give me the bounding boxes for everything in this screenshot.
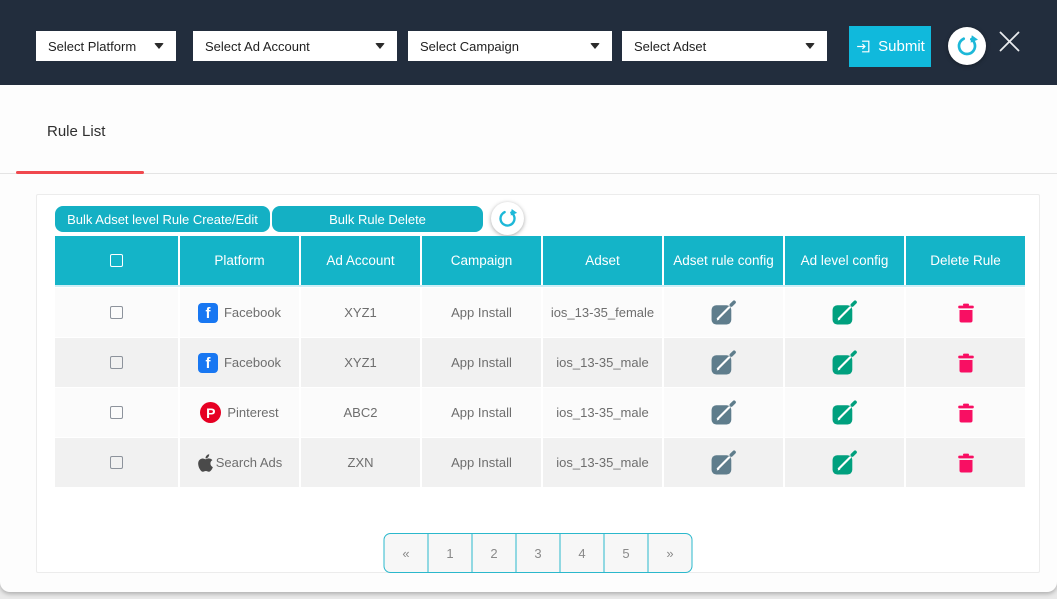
header-select-all: [55, 236, 178, 285]
active-tab-underline: [16, 171, 144, 174]
adset-rule-config-button[interactable]: [710, 399, 737, 426]
delete-rule-button[interactable]: [954, 351, 978, 375]
campaign-cell: App Install: [422, 388, 541, 437]
adset-rule-config-button[interactable]: [710, 349, 737, 376]
bulk-adset-rule-create-edit-button[interactable]: Bulk Adset level Rule Create/Edit: [55, 206, 270, 232]
adset-select[interactable]: Select Adset: [622, 31, 827, 61]
adset-rule-config-button[interactable]: [710, 299, 737, 326]
submit-button[interactable]: Submit: [849, 26, 931, 67]
table-header-row: Platform Ad Account Campaign Adset Adset…: [55, 236, 1025, 287]
submit-button-label: Submit: [878, 38, 925, 55]
campaign-cell: App Install: [422, 288, 541, 337]
ad-account-cell: XYZ1: [301, 288, 420, 337]
pagination-page-2[interactable]: 2: [472, 534, 516, 572]
header-ad-level-config: Ad level config: [785, 236, 904, 285]
select-row-checkbox[interactable]: [110, 406, 123, 419]
ad-account-cell: ABC2: [301, 388, 420, 437]
apple-icon: [197, 453, 214, 473]
chevron-down-icon: [805, 43, 815, 49]
ad-account-select[interactable]: Select Ad Account: [193, 31, 397, 61]
chevron-down-icon: [154, 43, 164, 49]
platform-cell: Search Ads: [180, 438, 299, 487]
pagination: « 1 2 3 4 5 »: [383, 533, 693, 573]
pagination-page-5[interactable]: 5: [604, 534, 648, 572]
filter-navbar: Select Platform Select Ad Account Select…: [0, 0, 1057, 85]
platform-select-label: Select Platform: [48, 38, 137, 54]
table-row: P Pinterest ABC2 App Install ios_13-35_m…: [55, 388, 1025, 437]
table-row: Search Ads ZXN App Install ios_13-35_mal…: [55, 438, 1025, 487]
rule-list-panel: Bulk Adset level Rule Create/Edit Bulk R…: [36, 194, 1040, 573]
header-delete-rule: Delete Rule: [906, 236, 1025, 285]
platform-cell: f Facebook: [180, 338, 299, 387]
platform-cell: P Pinterest: [180, 388, 299, 437]
platform-label: Search Ads: [215, 455, 283, 470]
pagination-page-4[interactable]: 4: [560, 534, 604, 572]
ad-account-cell: XYZ1: [301, 338, 420, 387]
campaign-cell: App Install: [422, 338, 541, 387]
adset-cell: ios_13-35_male: [543, 388, 662, 437]
select-all-checkbox[interactable]: [110, 254, 123, 267]
table-row: f Facebook XYZ1 App Install ios_13-35_ma…: [55, 338, 1025, 387]
login-icon: [855, 38, 872, 55]
header-adset: Adset: [543, 236, 662, 285]
campaign-cell: App Install: [422, 438, 541, 487]
ad-level-config-button[interactable]: [831, 299, 858, 326]
adset-cell: ios_13-35_female: [543, 288, 662, 337]
pinterest-icon: P: [200, 402, 222, 423]
refresh-button[interactable]: [948, 27, 986, 65]
chevron-down-icon: [590, 43, 600, 49]
ad-level-config-button[interactable]: [831, 399, 858, 426]
table-refresh-button[interactable]: [491, 202, 524, 235]
campaign-select-label: Select Campaign: [420, 38, 519, 54]
pagination-next[interactable]: »: [648, 534, 692, 572]
close-icon[interactable]: [996, 28, 1023, 55]
tab-bar: Rule List: [0, 85, 1057, 174]
pagination-page-1[interactable]: 1: [428, 534, 472, 572]
facebook-icon: f: [197, 352, 218, 373]
header-campaign: Campaign: [422, 236, 541, 285]
header-ad-account: Ad Account: [301, 236, 420, 285]
ad-level-config-button[interactable]: [831, 449, 858, 476]
facebook-icon: f: [197, 302, 218, 323]
platform-label: Facebook: [223, 305, 282, 320]
header-adset-rule-config: Adset rule config: [664, 236, 783, 285]
table-row: f Facebook XYZ1 App Install ios_13-35_fe…: [55, 288, 1025, 337]
adset-select-label: Select Adset: [634, 38, 707, 54]
adset-rule-config-button[interactable]: [710, 449, 737, 476]
delete-rule-button[interactable]: [954, 401, 978, 425]
tab-rule-list[interactable]: Rule List: [47, 123, 106, 140]
delete-rule-button[interactable]: [954, 301, 978, 325]
platform-select[interactable]: Select Platform: [36, 31, 176, 61]
pagination-page-3[interactable]: 3: [516, 534, 560, 572]
chevron-down-icon: [375, 43, 385, 49]
campaign-select[interactable]: Select Campaign: [408, 31, 612, 61]
ad-account-select-label: Select Ad Account: [205, 38, 310, 54]
delete-rule-button[interactable]: [954, 451, 978, 475]
rules-table: Platform Ad Account Campaign Adset Adset…: [55, 236, 1025, 487]
adset-cell: ios_13-35_male: [543, 338, 662, 387]
refresh-icon: [955, 34, 979, 58]
select-row-checkbox[interactable]: [110, 456, 123, 469]
ad-level-config-button[interactable]: [831, 349, 858, 376]
ad-account-cell: ZXN: [301, 438, 420, 487]
platform-label: Facebook: [223, 355, 282, 370]
header-platform: Platform: [180, 236, 299, 285]
select-row-checkbox[interactable]: [110, 356, 123, 369]
select-row-checkbox[interactable]: [110, 306, 123, 319]
adset-cell: ios_13-35_male: [543, 438, 662, 487]
pagination-prev[interactable]: «: [384, 534, 428, 572]
bulk-rule-delete-button[interactable]: Bulk Rule Delete: [272, 206, 483, 232]
refresh-icon: [497, 208, 518, 229]
platform-label: Pinterest: [227, 405, 279, 420]
platform-cell: f Facebook: [180, 288, 299, 337]
